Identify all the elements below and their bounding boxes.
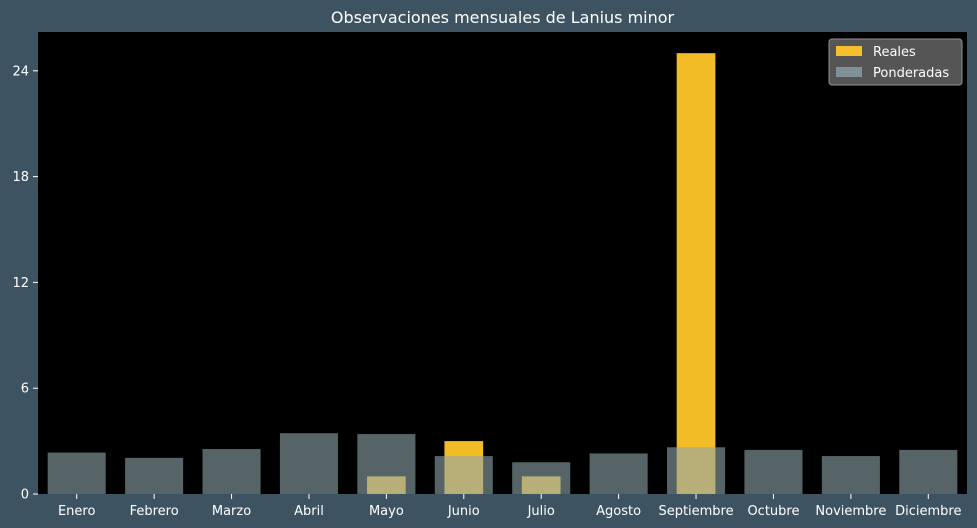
legend: Reales Ponderadas: [828, 38, 963, 86]
chart-title: Observaciones mensuales de Lanius minor: [331, 8, 675, 27]
x-tick-label: Diciembre: [895, 504, 961, 519]
bar-ponderadas-enero: [47, 452, 106, 494]
legend-swatch-reales: [836, 46, 862, 56]
x-tick-label: Mayo: [369, 504, 404, 519]
y-tick-label: 24: [12, 64, 29, 79]
x-tick-label: Febrero: [130, 504, 179, 519]
bar-ponderadas-julio: [512, 462, 571, 494]
y-tick-label: 0: [21, 488, 29, 503]
bar-ponderadas-junio: [434, 456, 493, 494]
bar-ponderadas-septiembre: [667, 447, 726, 494]
legend-label-ponderadas: Ponderadas: [873, 66, 949, 81]
bar-ponderadas-abril: [279, 433, 338, 494]
legend-box: [828, 38, 963, 86]
bars-layer: [47, 53, 958, 494]
x-tick-label: Julio: [527, 504, 555, 519]
x-tick-label: Enero: [58, 504, 96, 519]
bar-ponderadas-noviembre: [821, 456, 880, 494]
legend-swatch-ponderadas: [836, 67, 862, 77]
x-tick-label: Abril: [294, 504, 324, 519]
x-tick-label: Noviembre: [815, 504, 886, 519]
bar-reales-septiembre: [676, 53, 716, 494]
x-tick-label: Octubre: [747, 504, 799, 519]
bar-ponderadas-diciembre: [899, 449, 958, 494]
bar-ponderadas-octubre: [744, 449, 803, 494]
y-tick-label: 6: [21, 382, 29, 397]
axis-layer: 0 6 12 18 24 Enero Febrero Marzo Abril Mayo Junio J…: [12, 64, 961, 519]
y-tick-label: 12: [12, 276, 29, 291]
x-tick-label: Septiembre: [658, 504, 733, 519]
bar-ponderadas-marzo: [202, 449, 261, 494]
x-tick-label: Agosto: [596, 504, 641, 519]
x-tick-label: Junio: [447, 504, 480, 519]
bar-ponderadas-agosto: [589, 453, 648, 494]
bar-ponderadas-mayo: [357, 434, 416, 494]
bar-ponderadas-febrero: [125, 457, 184, 494]
y-tick-label: 18: [12, 170, 29, 185]
legend-label-reales: Reales: [873, 45, 916, 60]
plot-area: [38, 32, 967, 494]
x-tick-label: Marzo: [212, 504, 251, 519]
